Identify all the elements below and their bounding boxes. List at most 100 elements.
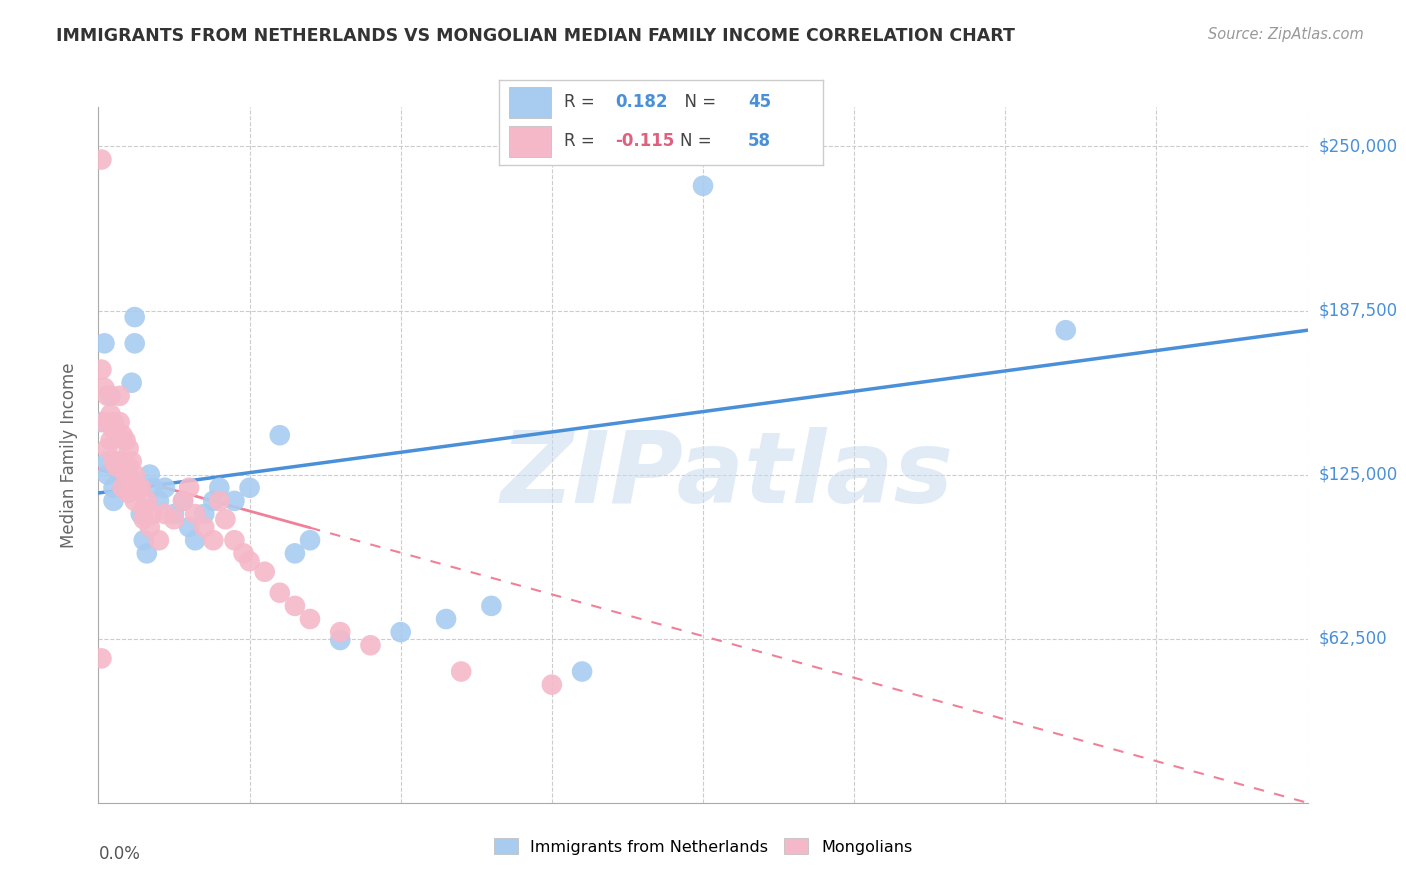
Text: 58: 58	[748, 132, 770, 150]
Point	[540, 678, 562, 692]
Point	[299, 612, 322, 626]
Point	[132, 512, 155, 526]
Y-axis label: Median Family Income: Median Family Income	[59, 362, 77, 548]
Point	[96, 467, 118, 482]
Point	[129, 507, 152, 521]
Point	[208, 494, 231, 508]
Text: R =: R =	[564, 132, 600, 150]
Text: R =: R =	[564, 94, 600, 112]
Point	[90, 362, 112, 376]
Point	[124, 494, 146, 508]
Point	[142, 481, 165, 495]
Point	[224, 494, 246, 508]
Point	[224, 533, 246, 548]
Point	[184, 507, 207, 521]
Point	[284, 599, 307, 613]
Point	[239, 554, 262, 568]
Point	[105, 459, 128, 474]
Point	[153, 481, 176, 495]
Point	[118, 442, 141, 456]
Point	[103, 415, 125, 429]
Point	[299, 533, 322, 548]
Text: $62,500: $62,500	[1319, 630, 1388, 648]
Point	[153, 507, 176, 521]
Point	[139, 467, 162, 482]
Point	[96, 389, 118, 403]
Point	[253, 565, 276, 579]
Text: -0.115: -0.115	[616, 132, 675, 150]
Text: ZIPatlas: ZIPatlas	[501, 427, 953, 524]
Point	[100, 407, 122, 421]
Point	[124, 336, 146, 351]
Point	[208, 481, 231, 495]
Text: 0.182: 0.182	[616, 94, 668, 112]
Point	[114, 467, 136, 482]
Point	[132, 501, 155, 516]
Point	[434, 612, 457, 626]
Point	[103, 481, 125, 495]
Point	[127, 481, 149, 495]
Point	[193, 520, 215, 534]
Point	[93, 415, 115, 429]
Point	[232, 546, 254, 560]
Point	[100, 434, 122, 448]
Point	[114, 434, 136, 448]
Point	[135, 546, 157, 560]
Point	[108, 389, 131, 403]
Point	[114, 467, 136, 482]
Point	[172, 494, 194, 508]
Point	[184, 533, 207, 548]
Point	[127, 481, 149, 495]
Text: IMMIGRANTS FROM NETHERLANDS VS MONGOLIAN MEDIAN FAMILY INCOME CORRELATION CHART: IMMIGRANTS FROM NETHERLANDS VS MONGOLIAN…	[56, 27, 1015, 45]
Point	[124, 310, 146, 324]
Point	[111, 428, 134, 442]
Point	[108, 454, 131, 468]
Point	[124, 467, 146, 482]
Point	[93, 336, 115, 351]
Text: 0.0%: 0.0%	[98, 845, 141, 863]
Point	[108, 415, 131, 429]
Point	[103, 454, 125, 468]
Text: $187,500: $187,500	[1319, 301, 1398, 319]
Point	[139, 520, 162, 534]
Text: Source: ZipAtlas.com: Source: ZipAtlas.com	[1208, 27, 1364, 42]
Point	[111, 454, 134, 468]
Point	[100, 389, 122, 403]
Point	[105, 454, 128, 468]
Point	[118, 486, 141, 500]
Point	[121, 454, 143, 468]
Point	[329, 625, 352, 640]
Point	[148, 494, 170, 508]
Point	[135, 494, 157, 508]
Point	[177, 520, 201, 534]
Point	[202, 494, 225, 508]
Point	[100, 415, 122, 429]
FancyBboxPatch shape	[509, 126, 551, 157]
Point	[1054, 323, 1077, 337]
Point	[202, 533, 225, 548]
Point	[239, 481, 262, 495]
Point	[103, 494, 125, 508]
Point	[329, 633, 352, 648]
Point	[148, 533, 170, 548]
Point	[269, 586, 291, 600]
Point	[118, 467, 141, 482]
FancyBboxPatch shape	[509, 87, 551, 118]
Point	[132, 533, 155, 548]
Point	[103, 423, 125, 437]
Legend: Immigrants from Netherlands, Mongolians: Immigrants from Netherlands, Mongolians	[488, 831, 918, 861]
Text: $250,000: $250,000	[1319, 137, 1398, 155]
Point	[142, 507, 165, 521]
Point	[193, 507, 215, 521]
Point	[90, 153, 112, 167]
Point	[93, 381, 115, 395]
Point	[481, 599, 503, 613]
Point	[450, 665, 472, 679]
Point	[111, 481, 134, 495]
Point	[111, 454, 134, 468]
Point	[105, 428, 128, 442]
Point	[177, 481, 201, 495]
Point	[163, 507, 186, 521]
Point	[118, 481, 141, 495]
Point	[214, 512, 236, 526]
